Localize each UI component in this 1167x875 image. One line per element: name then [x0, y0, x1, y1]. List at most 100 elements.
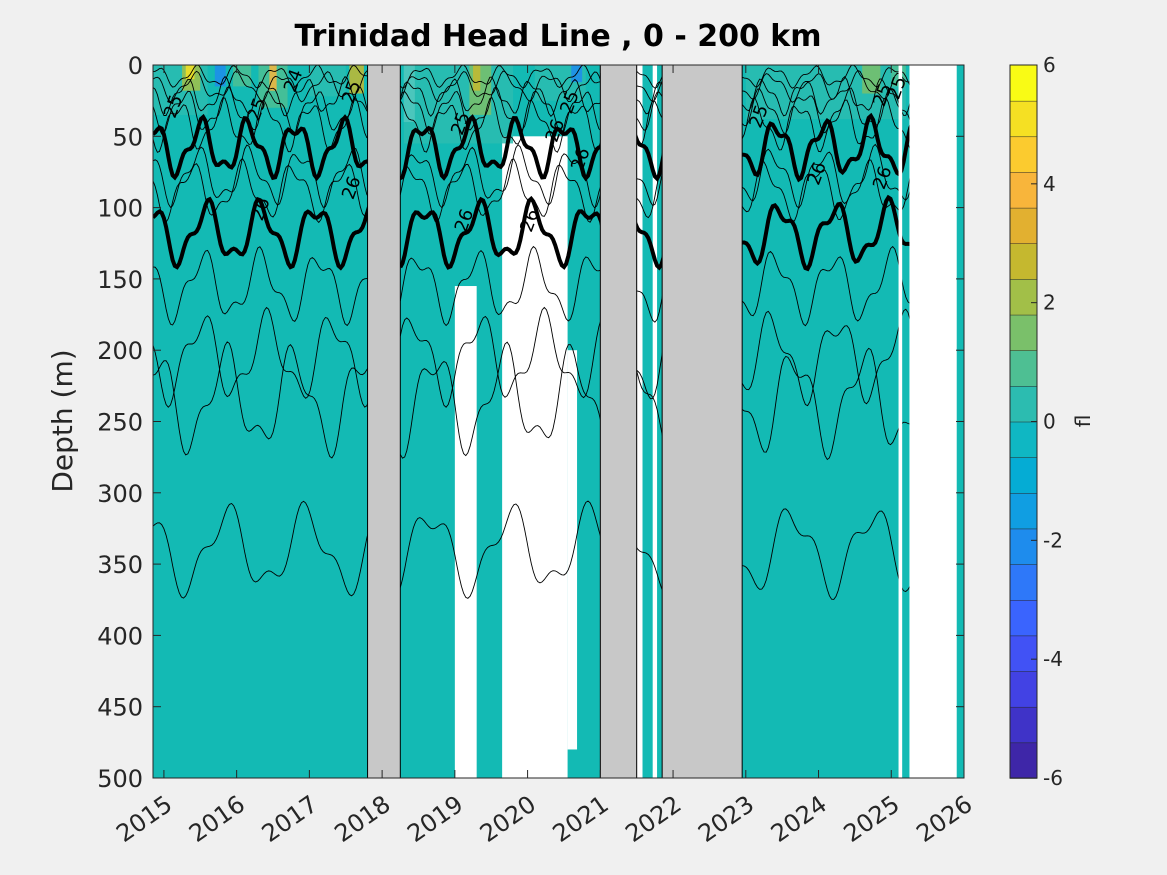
- y-tick-label: 100: [97, 195, 143, 223]
- colorbar-segment: [1009, 563, 1038, 601]
- contour-line: [741, 347, 913, 461]
- y-tick-label: 200: [97, 337, 143, 365]
- colorbar-segment: [1009, 492, 1038, 530]
- contour-line: [153, 97, 372, 153]
- heatmap-field: [153, 65, 964, 778]
- contour-line: [399, 76, 604, 117]
- contour-line: [742, 112, 915, 183]
- y-tick-label: 450: [97, 694, 143, 722]
- colorbar-segment: [1009, 243, 1038, 280]
- colorbar-segment: [1009, 421, 1038, 458]
- x-tick-label: 2018: [329, 790, 395, 848]
- contour-line: [632, 66, 667, 89]
- x-tick-label: 2017: [257, 790, 323, 848]
- contour-line: [153, 306, 372, 408]
- contour-line: [399, 500, 604, 599]
- y-tick-label: 0: [128, 52, 143, 80]
- contour-line: [632, 355, 667, 452]
- missing-data-patch: [652, 65, 658, 778]
- contour-line: [632, 158, 667, 206]
- contour-line: [742, 194, 914, 272]
- x-tick-label: 2016: [184, 790, 250, 848]
- contour-line: [399, 96, 604, 153]
- colorbar-segment: [1009, 456, 1038, 494]
- contour-line: [153, 196, 374, 271]
- y-tick-label: 300: [97, 480, 143, 508]
- contour-line: [153, 246, 372, 327]
- y-tick-label: 150: [97, 266, 143, 294]
- colorbar-tick-label: 2: [1043, 291, 1056, 315]
- contour-line: [399, 158, 604, 223]
- y-tick-label: 400: [97, 622, 143, 650]
- contour-line: [633, 165, 667, 219]
- contour-line: [633, 332, 667, 400]
- colorbar-segment: [1009, 670, 1038, 708]
- colorbar-segment: [1009, 136, 1038, 173]
- surface-patch: [214, 65, 226, 87]
- y-tick-label: 250: [97, 409, 143, 437]
- contour-line: [153, 86, 372, 135]
- missing-data-patch: [636, 65, 643, 778]
- missing-data-patch: [502, 136, 568, 778]
- contour-line: [632, 76, 667, 103]
- colorbar-segment: [1009, 385, 1038, 423]
- contour-line: [399, 114, 605, 182]
- no-data-gap: [909, 65, 957, 778]
- x-tick-label: 2020: [475, 790, 541, 848]
- contour-line: [742, 508, 913, 600]
- contour-line: [741, 97, 913, 153]
- contour-line: [399, 70, 604, 103]
- contour-line: [631, 215, 668, 271]
- colorbar-segment: [1009, 314, 1038, 351]
- colorbar-segment: [1009, 64, 1038, 102]
- colorbar-tick-label: 0: [1043, 410, 1056, 434]
- x-tick-label: 2023: [693, 790, 759, 848]
- contour-line: [399, 306, 604, 408]
- contour-line: [741, 143, 913, 209]
- y-tick-label: 50: [112, 123, 143, 151]
- colorbar-tick-label: 6: [1043, 53, 1056, 77]
- colorbar-segment: [1009, 742, 1038, 779]
- contour-line: [153, 144, 372, 208]
- density-contours: [153, 65, 915, 600]
- x-tick-label: 2021: [548, 790, 614, 848]
- no-data-band: [367, 65, 401, 778]
- no-data-band: [599, 65, 638, 778]
- contour-line: [399, 245, 604, 327]
- contour-line: [399, 144, 604, 209]
- surface-patch: [185, 65, 195, 80]
- contour-line: [153, 500, 372, 599]
- colorbar-segment: [1009, 100, 1038, 138]
- contour-line: [398, 195, 606, 270]
- surface-patch: [233, 65, 252, 87]
- contour-line: [741, 308, 913, 407]
- colorbar-segment: [1009, 278, 1038, 316]
- contour-line: [741, 76, 913, 117]
- colorbar-segment: [1009, 349, 1038, 387]
- contour-line: [399, 341, 604, 459]
- colorbar-segment: [1009, 706, 1038, 744]
- colorbar-tick-label: -6: [1043, 766, 1063, 790]
- colorbar-segment: [1009, 207, 1038, 245]
- contour-line: [153, 113, 373, 182]
- colorbar-tick-label: -2: [1043, 528, 1063, 552]
- x-tick-label: 2025: [839, 790, 905, 848]
- contour-line: [399, 65, 604, 89]
- x-tick-label: 2022: [620, 790, 686, 848]
- no-data-band: [661, 65, 743, 778]
- missing-data-patch: [567, 350, 578, 750]
- colorbar-tick-label: -4: [1043, 647, 1063, 671]
- contour-line: [632, 276, 667, 323]
- y-axis-label: Depth (m): [46, 349, 79, 492]
- missing-data-patch: [458, 464, 474, 778]
- contour-line: [632, 539, 667, 597]
- colorbar-segment: [1009, 171, 1038, 209]
- colorbar-tick-label: 4: [1043, 172, 1056, 196]
- y-tick-label: 500: [97, 765, 143, 793]
- x-tick-label: 2019: [402, 790, 468, 848]
- contour-line: [153, 341, 372, 459]
- colorbar: 6 4 2 0 -2 -4 -6: [1009, 53, 1063, 790]
- chart-title: Trinidad Head Line , 0 - 200 km: [294, 19, 821, 54]
